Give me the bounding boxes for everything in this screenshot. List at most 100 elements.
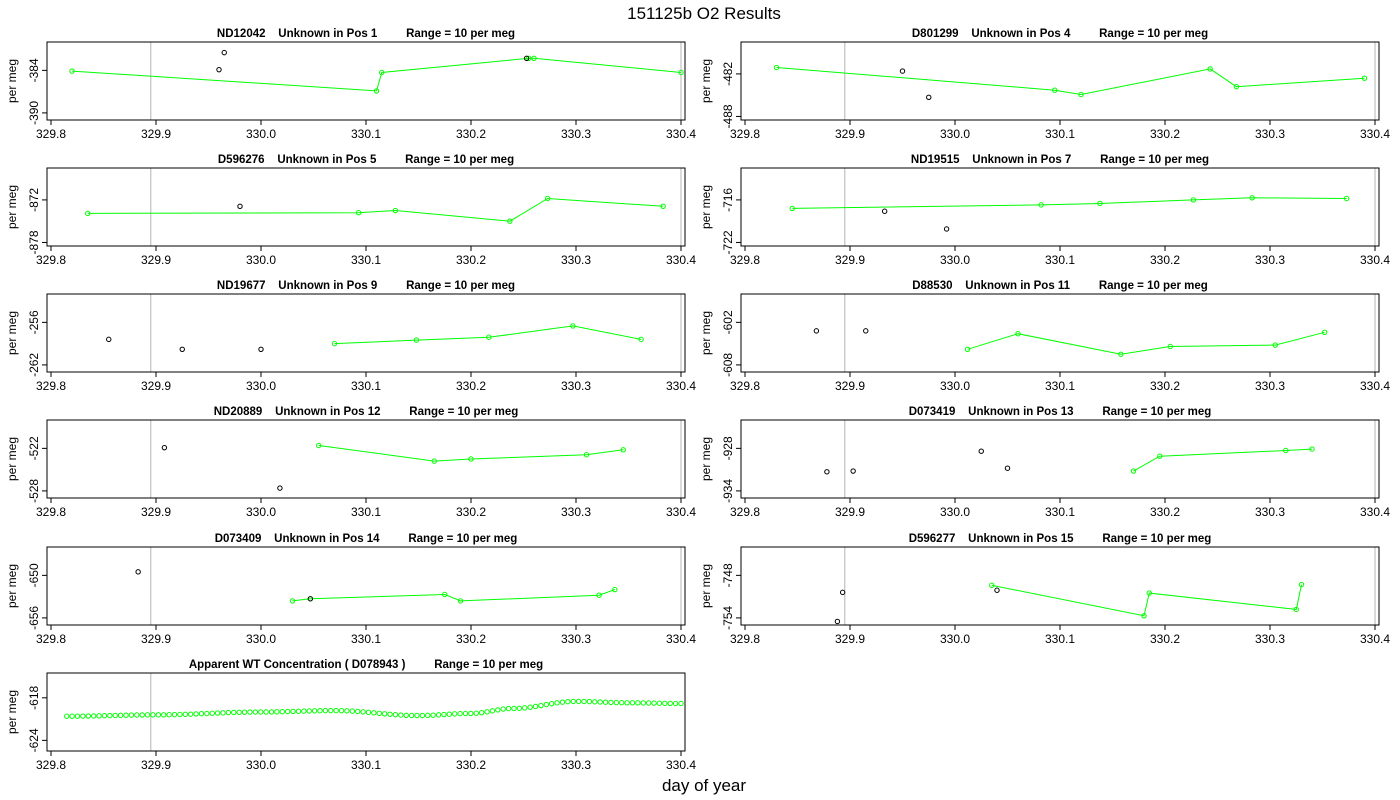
wt-concentration-point <box>214 710 221 716</box>
x-tick-label: 330.2 <box>1150 253 1180 267</box>
wt-concentration-point <box>651 700 657 706</box>
line-point <box>1233 83 1240 90</box>
sample-point <box>277 485 283 491</box>
wt-concentration-point <box>387 711 393 717</box>
line-point <box>1097 200 1103 207</box>
wt-concentration-point <box>117 712 124 719</box>
wt-concentration-point <box>333 707 339 714</box>
x-tick-label: 330.3 <box>561 379 591 393</box>
x-tick-label: 329.8 <box>730 127 760 141</box>
y-tick-label: -722 <box>721 230 735 254</box>
series-line <box>71 57 682 92</box>
x-tick-label: 330.3 <box>561 632 591 646</box>
x-tick-label: 329.8 <box>730 632 760 646</box>
line-point <box>1130 468 1137 474</box>
wt-concentration-point <box>629 700 636 706</box>
wt-concentration-point <box>408 712 415 719</box>
x-tick-label: 330.4 <box>666 253 696 267</box>
line-point <box>531 55 537 62</box>
line-point <box>392 207 399 214</box>
panel-10: Apparent WT Concentration ( D078943 ) Ra… <box>5 659 696 772</box>
line-point <box>413 337 420 343</box>
wt-concentration-point <box>263 709 269 715</box>
panel-title: Apparent WT Concentration ( D078943 ) Ra… <box>189 659 543 671</box>
wt-concentration-point <box>592 699 598 705</box>
panel-frame <box>46 546 686 626</box>
line-point <box>1361 75 1368 81</box>
x-tick-label: 330.2 <box>1150 127 1180 141</box>
line-point <box>1207 66 1213 72</box>
wt-concentration-point <box>484 709 490 715</box>
wt-concentration-point <box>301 708 307 714</box>
wt-concentration-point <box>548 700 555 707</box>
x-tick-label: 329.9 <box>141 127 171 141</box>
x-tick-label: 330.0 <box>940 127 970 141</box>
line-point <box>1321 329 1328 335</box>
panel-9: D596277 Unknown in Pos 15 Range = 10 per… <box>699 533 1390 646</box>
wt-concentration-point <box>252 709 259 715</box>
x-tick-label: 330.0 <box>940 379 970 393</box>
wt-concentration-point <box>268 709 275 715</box>
wt-concentration-point <box>473 710 479 716</box>
wt-concentration-point <box>193 711 199 717</box>
y-tick-label: -488 <box>721 104 735 128</box>
x-tick-label: 329.8 <box>730 253 760 267</box>
x-tick-label: 330.3 <box>561 758 591 772</box>
wt-concentration-point <box>204 710 210 717</box>
x-tick-label: 330.3 <box>1255 632 1285 646</box>
y-axis-label: per meg <box>5 437 19 481</box>
x-tick-label: 330.2 <box>456 127 486 141</box>
line-point <box>1309 446 1315 452</box>
sample-point <box>258 346 264 353</box>
wt-concentration-point <box>522 705 528 711</box>
y-tick-label: -528 <box>27 479 41 503</box>
x-tick-label: 330.3 <box>1255 379 1285 393</box>
wt-concentration-point <box>527 704 533 710</box>
series-line <box>318 445 624 462</box>
wt-concentration-point <box>495 707 501 713</box>
wt-concentration-point <box>64 713 70 719</box>
wt-concentration-point <box>225 709 232 716</box>
wt-concentration-point <box>155 712 162 718</box>
y-axis-label: per meg <box>5 564 19 608</box>
x-tick-label: 330.4 <box>1360 127 1390 141</box>
wt-concentration-point <box>112 712 118 719</box>
panel-frame <box>46 419 686 499</box>
sample-point <box>850 468 856 474</box>
x-tick-label: 330.0 <box>246 505 276 519</box>
line-point <box>638 336 644 343</box>
x-tick-label: 329.9 <box>835 379 865 393</box>
panel-title: D88530 Unknown in Pos 11 Range = 10 per … <box>912 280 1208 292</box>
panel-title: D073419 Unknown in Pos 13 Range = 10 per… <box>909 406 1212 418</box>
series-line <box>967 331 1325 355</box>
x-tick-label: 330.3 <box>1255 127 1285 141</box>
x-tick-label: 329.9 <box>835 505 865 519</box>
panel-5: D88530 Unknown in Pos 11 Range = 10 per … <box>699 280 1390 393</box>
line-point <box>486 334 492 340</box>
wt-concentration-point <box>284 708 291 715</box>
wt-concentration-point <box>613 699 620 706</box>
wt-concentration-point <box>317 708 323 714</box>
wt-concentration-point <box>90 713 97 719</box>
wt-concentration-point <box>344 708 350 714</box>
y-tick-label: -256 <box>27 310 41 334</box>
line-point <box>457 598 464 604</box>
x-tick-label: 330.2 <box>456 758 486 772</box>
wt-concentration-point <box>107 712 113 719</box>
wt-concentration-point <box>565 698 571 705</box>
wt-concentration-point <box>554 700 560 706</box>
figure-xlabel: day of year <box>662 776 746 795</box>
sample-point <box>106 336 112 343</box>
sample-point <box>824 469 830 475</box>
panel-title: D596277 Unknown in Pos 15 Range = 10 per… <box>909 533 1212 545</box>
wt-concentration-point <box>543 701 549 708</box>
wt-concentration-point <box>290 708 296 715</box>
x-tick-label: 329.9 <box>835 253 865 267</box>
y-axis-label: per meg <box>5 690 19 734</box>
x-tick-label: 330.2 <box>456 379 486 393</box>
wt-concentration-point <box>635 700 641 706</box>
wt-concentration-point <box>516 705 523 711</box>
wt-concentration-point <box>430 712 436 718</box>
wt-concentration-point <box>182 711 188 718</box>
wt-concentration-point <box>241 709 248 715</box>
